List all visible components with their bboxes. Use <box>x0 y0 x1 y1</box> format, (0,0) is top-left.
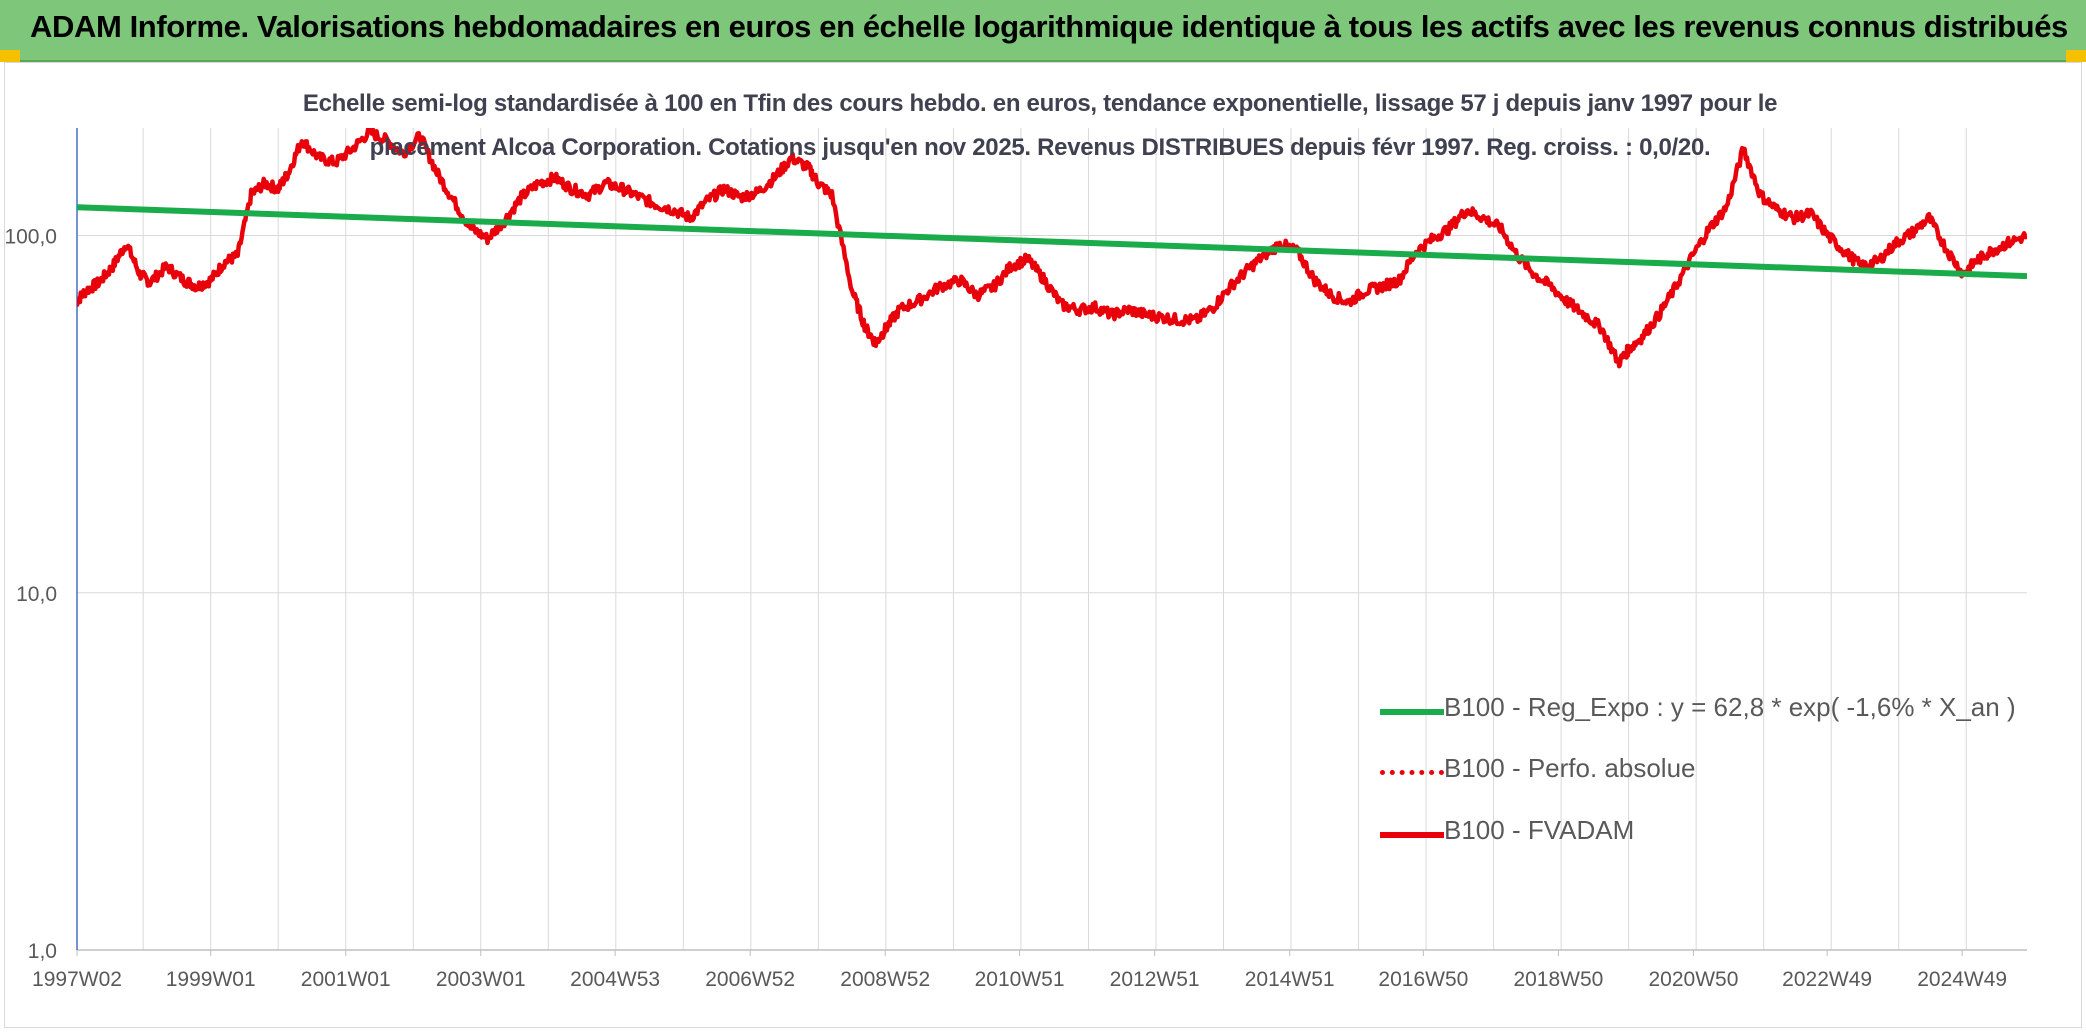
x-tick-label: 2006W52 <box>705 968 795 991</box>
corner-marker-left <box>0 50 20 62</box>
x-tick-label: 2022W49 <box>1782 968 1872 991</box>
legend-label-fvadam: B100 - FVADAM <box>1444 815 1635 845</box>
header-banner: ADAM Informe. Valorisations hebdomadaire… <box>0 0 2086 62</box>
series-trend-line <box>77 204 2027 280</box>
x-tick-label: 2018W50 <box>1513 968 1603 991</box>
series-fvadam-line <box>77 128 2027 369</box>
x-tick-label: 2012W51 <box>1110 968 1200 991</box>
x-tick-label: 2024W49 <box>1917 968 2007 991</box>
y-tick-label: 1,0 <box>28 940 57 963</box>
x-tick-label: 1999W01 <box>166 968 256 991</box>
chart-frame <box>4 62 2082 1028</box>
x-tick-label: 1997W02 <box>32 968 122 991</box>
x-tick-label: 2004W53 <box>570 968 660 991</box>
legend-swatch-perfo <box>1380 770 1444 775</box>
x-tick-label: 2020W50 <box>1648 968 1738 991</box>
x-tick-label: 2008W52 <box>840 968 930 991</box>
x-tick-label: 2010W51 <box>975 968 1065 991</box>
x-tick-label: 2014W51 <box>1245 968 1335 991</box>
x-tick-label: 2003W01 <box>436 968 526 991</box>
y-tick-label: 10,0 <box>16 583 57 606</box>
legend-label-perfo: B100 - Perfo. absolue <box>1444 753 1696 783</box>
x-tick-label: 2001W01 <box>301 968 391 991</box>
legend-swatch-trend <box>1380 709 1444 715</box>
chart-title-line1: Echelle semi-log standardisée à 100 en T… <box>302 90 1778 117</box>
corner-marker-right <box>2066 50 2086 62</box>
page-title: ADAM Informe. Valorisations hebdomadaire… <box>30 9 2068 44</box>
legend-swatch-fvadam <box>1380 832 1444 838</box>
x-tick-label: 2016W50 <box>1378 968 1468 991</box>
legend-label-trend: B100 - Reg_Expo : y = 62,8 * exp( -1,6% … <box>1444 692 2016 722</box>
y-tick-label: 100,0 <box>4 226 57 249</box>
chart-title-line2: placement Alcoa Corporation. Cotations j… <box>369 134 1711 161</box>
